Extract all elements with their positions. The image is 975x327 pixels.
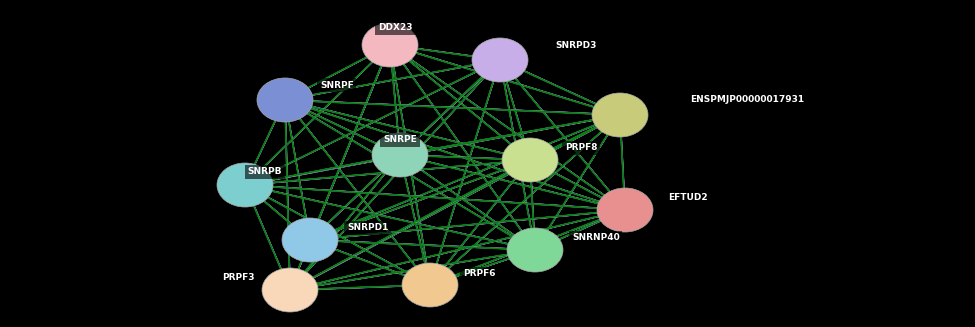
Ellipse shape xyxy=(372,133,428,177)
Text: PRPF8: PRPF8 xyxy=(565,144,598,152)
Text: SNRPD1: SNRPD1 xyxy=(347,223,388,232)
Ellipse shape xyxy=(402,263,458,307)
Text: PRPF3: PRPF3 xyxy=(222,273,255,283)
Ellipse shape xyxy=(282,218,338,262)
Ellipse shape xyxy=(502,138,558,182)
Text: SNRPB: SNRPB xyxy=(248,167,282,177)
Ellipse shape xyxy=(597,188,653,232)
Ellipse shape xyxy=(262,268,318,312)
Text: SNRPF: SNRPF xyxy=(320,80,354,90)
Ellipse shape xyxy=(217,163,273,207)
Ellipse shape xyxy=(592,93,648,137)
Ellipse shape xyxy=(362,23,418,67)
Text: SNRPE: SNRPE xyxy=(383,135,417,145)
Ellipse shape xyxy=(507,228,563,272)
Text: ENSPMJP00000017931: ENSPMJP00000017931 xyxy=(690,95,804,105)
Ellipse shape xyxy=(257,78,313,122)
Ellipse shape xyxy=(472,38,528,82)
Text: PRPF6: PRPF6 xyxy=(463,269,495,279)
Text: DDX23: DDX23 xyxy=(377,24,412,32)
Text: SNRNP40: SNRNP40 xyxy=(572,233,620,243)
Text: SNRPD3: SNRPD3 xyxy=(555,41,597,49)
Text: EFTUD2: EFTUD2 xyxy=(668,194,708,202)
